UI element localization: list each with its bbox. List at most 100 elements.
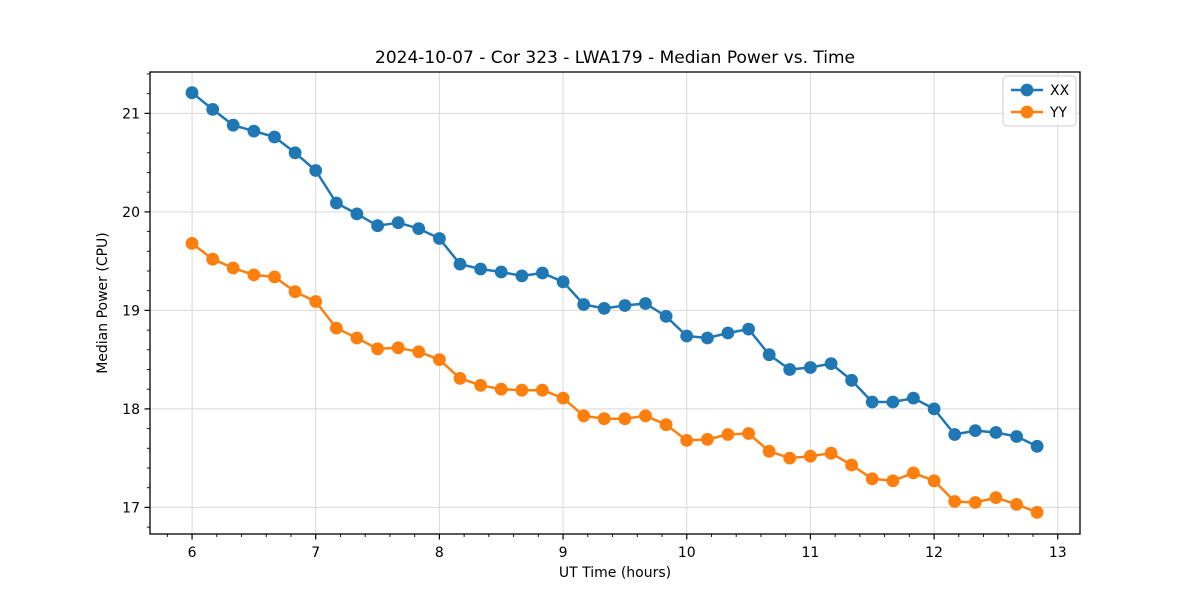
legend-marker <box>1020 105 1034 119</box>
data-point-xx <box>639 297 652 310</box>
x-tick-label: 12 <box>925 545 943 561</box>
data-point-yy <box>845 458 858 472</box>
data-point-xx <box>845 373 858 387</box>
data-point-yy <box>371 342 384 356</box>
y-tick-label: 19 <box>122 303 140 319</box>
data-point-yy <box>948 495 962 508</box>
data-point-xx <box>350 207 364 221</box>
data-point-xx <box>268 130 281 144</box>
data-point-yy <box>350 331 364 345</box>
data-point-xx <box>948 428 962 441</box>
x-tick-label: 13 <box>1049 545 1067 561</box>
y-tick-label: 17 <box>122 500 140 516</box>
data-point-yy <box>577 409 591 423</box>
y-tick-label: 18 <box>122 402 140 418</box>
data-point-yy <box>556 391 570 405</box>
data-point-xx <box>536 266 549 280</box>
data-point-yy <box>453 372 467 385</box>
data-point-xx <box>742 322 755 336</box>
data-point-xx <box>515 269 529 283</box>
data-point-yy <box>309 295 323 308</box>
data-point-xx <box>701 331 714 345</box>
data-point-xx <box>721 326 735 340</box>
data-point-yy <box>515 383 529 397</box>
data-point-yy <box>226 261 240 275</box>
data-point-yy <box>412 345 426 359</box>
data-point-yy <box>474 378 487 392</box>
data-point-yy <box>639 409 652 423</box>
data-point-yy <box>185 237 199 250</box>
legend-marker <box>1020 83 1034 97</box>
data-point-xx <box>288 146 302 160</box>
data-point-xx <box>226 118 240 132</box>
data-point-yy <box>330 321 343 335</box>
data-point-xx <box>804 361 817 374</box>
data-point-xx <box>927 402 941 416</box>
data-point-xx <box>1030 439 1044 453</box>
data-point-yy <box>206 252 220 266</box>
data-point-xx <box>185 86 199 100</box>
data-point-xx <box>371 219 384 233</box>
data-point-yy <box>989 491 1003 504</box>
data-point-yy <box>247 268 261 282</box>
data-point-xx <box>989 426 1003 439</box>
data-point-xx <box>968 424 982 437</box>
data-point-yy <box>865 472 879 486</box>
data-point-xx <box>474 262 487 276</box>
data-point-xx <box>577 298 591 311</box>
data-point-yy <box>721 428 735 441</box>
data-point-xx <box>618 299 632 312</box>
data-point-yy <box>618 412 632 426</box>
data-point-xx <box>494 265 508 279</box>
legend-item-label: YY <box>1049 105 1068 121</box>
x-tick-label: 7 <box>311 545 320 561</box>
data-point-yy <box>804 449 817 463</box>
data-point-yy <box>824 446 838 460</box>
data-point-xx <box>680 329 694 343</box>
series-layer <box>185 86 1044 519</box>
legend-item-label: XX <box>1050 83 1070 99</box>
data-point-xx <box>247 124 261 138</box>
y-tick-label: 21 <box>122 106 140 122</box>
data-point-yy <box>659 418 673 432</box>
data-point-yy <box>783 451 797 465</box>
data-point-yy <box>391 341 405 355</box>
data-point-yy <box>536 383 549 397</box>
data-point-yy <box>494 382 508 396</box>
data-point-yy <box>886 474 900 488</box>
data-point-xx <box>597 302 611 315</box>
data-point-xx <box>865 395 879 409</box>
data-point-yy <box>742 427 755 440</box>
y-axis-label: Median Power (CPU) <box>95 232 111 374</box>
data-point-yy <box>762 444 776 458</box>
x-tick-label: 9 <box>559 545 568 561</box>
data-point-yy <box>1010 498 1023 511</box>
data-point-yy <box>268 270 281 284</box>
x-tick-label: 8 <box>435 545 444 561</box>
data-point-yy <box>433 353 446 366</box>
axes-spines <box>149 71 1081 535</box>
x-axis-label: UT Time (hours) <box>559 565 671 581</box>
data-point-xx <box>453 257 467 271</box>
x-tick-label: 6 <box>188 545 197 561</box>
data-point-yy <box>927 474 941 488</box>
y-tick-label: 20 <box>122 205 140 221</box>
data-point-yy <box>1030 505 1044 519</box>
data-point-xx <box>1010 430 1023 443</box>
legend: XX YY <box>1002 75 1077 127</box>
chart-title: 2024-10-07 - Cor 323 - LWA179 - Median P… <box>375 48 855 68</box>
data-point-yy <box>968 496 982 509</box>
data-point-xx <box>412 222 426 236</box>
data-point-xx <box>824 357 838 370</box>
grid-layer <box>150 72 1080 534</box>
x-tick-label: 10 <box>678 545 696 561</box>
data-point-yy <box>907 466 920 480</box>
data-point-xx <box>556 275 570 289</box>
data-point-yy <box>680 434 694 447</box>
data-point-xx <box>907 391 920 405</box>
data-point-yy <box>701 433 714 446</box>
data-point-xx <box>886 395 900 409</box>
axes-layer: 6 7 8 9 10 11 12 13 17 18 19 20 21 <box>122 71 1081 561</box>
data-point-xx <box>309 164 323 177</box>
